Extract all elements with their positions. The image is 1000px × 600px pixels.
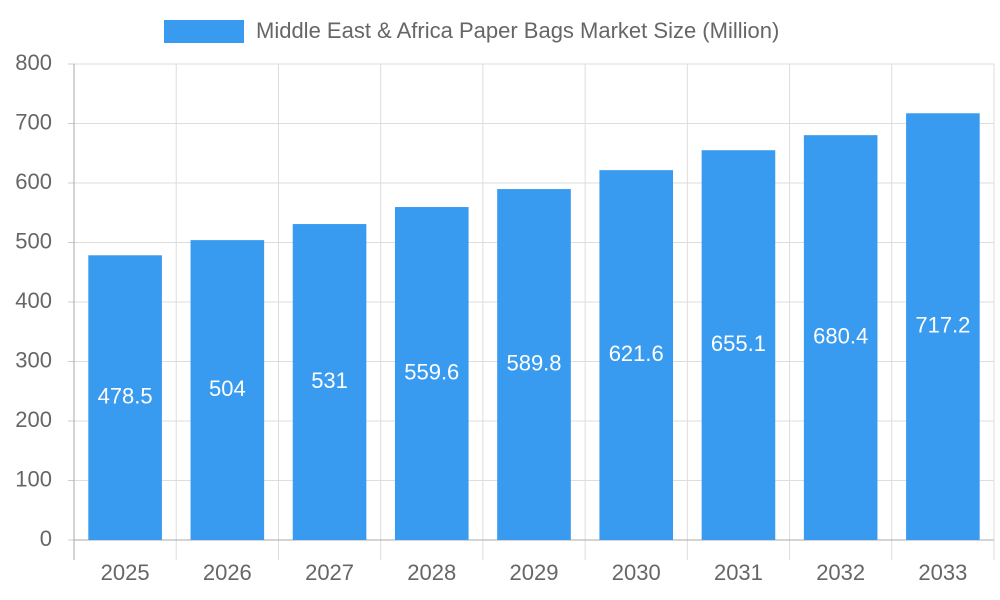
y-tick-label: 800	[15, 50, 52, 75]
data-label: 559.6	[404, 359, 459, 384]
data-label: 655.1	[711, 331, 766, 356]
bar	[497, 189, 571, 540]
y-tick-label: 400	[15, 288, 52, 313]
bar	[190, 240, 265, 540]
x-tick-label: 2031	[714, 560, 763, 585]
bar	[394, 207, 469, 540]
y-tick-label: 600	[15, 169, 52, 194]
data-label: 504	[209, 376, 246, 401]
x-tick-label: 2028	[407, 560, 456, 585]
bar	[88, 255, 162, 541]
legend-label: Middle East & Africa Paper Bags Market S…	[256, 18, 779, 43]
bar	[906, 113, 980, 541]
y-tick-label: 100	[15, 466, 52, 491]
x-tick-label: 2032	[816, 560, 865, 585]
x-tick-label: 2029	[510, 560, 559, 585]
y-tick-label: 500	[15, 228, 52, 253]
x-tick-label: 2025	[101, 560, 150, 585]
data-label: 621.6	[609, 341, 664, 366]
x-tick-label: 2027	[305, 560, 354, 585]
data-label: 680.4	[813, 323, 868, 348]
data-label: 717.2	[915, 312, 970, 337]
x-tick-label: 2026	[203, 560, 252, 585]
data-label: 478.5	[98, 383, 153, 408]
data-label: 589.8	[506, 350, 561, 375]
bar	[599, 170, 674, 540]
bar	[701, 150, 776, 540]
y-tick-label: 0	[40, 526, 52, 551]
data-label: 531	[311, 368, 348, 393]
y-tick-label: 200	[15, 407, 52, 432]
y-tick-label: 700	[15, 109, 52, 134]
x-tick-label: 2030	[612, 560, 661, 585]
bar	[803, 135, 878, 541]
legend-swatch	[164, 20, 244, 43]
y-tick-label: 300	[15, 347, 52, 372]
x-tick-label: 2033	[918, 560, 967, 585]
bar	[292, 224, 367, 540]
